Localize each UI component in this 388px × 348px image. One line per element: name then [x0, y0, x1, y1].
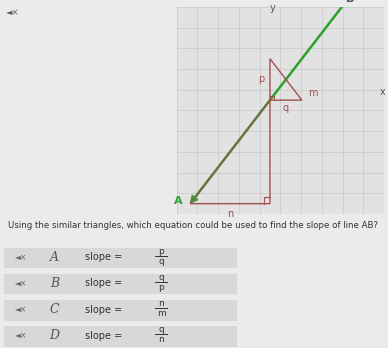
- Text: n: n: [227, 209, 233, 219]
- Text: m: m: [308, 88, 318, 98]
- Text: m: m: [157, 309, 165, 318]
- Text: p: p: [158, 283, 164, 292]
- Text: slope =: slope =: [85, 252, 126, 262]
- Text: p: p: [258, 74, 265, 85]
- FancyBboxPatch shape: [4, 300, 237, 321]
- Text: B: B: [346, 0, 354, 4]
- Text: ◄×: ◄×: [15, 279, 28, 288]
- Text: slope =: slope =: [85, 304, 126, 315]
- Text: A: A: [50, 251, 59, 264]
- Text: Using the similar triangles, which equation could be used to find the slope of l: Using the similar triangles, which equat…: [8, 221, 378, 230]
- FancyBboxPatch shape: [4, 247, 237, 268]
- Text: C: C: [50, 303, 59, 316]
- Text: n: n: [158, 299, 164, 308]
- Text: x: x: [380, 87, 386, 97]
- Text: q: q: [158, 272, 164, 282]
- Text: p: p: [158, 246, 164, 255]
- FancyBboxPatch shape: [4, 274, 237, 294]
- Text: ◄×: ◄×: [15, 331, 28, 340]
- Text: A: A: [174, 196, 183, 206]
- Text: slope =: slope =: [85, 331, 126, 341]
- Text: y: y: [270, 3, 276, 13]
- Text: q: q: [158, 257, 164, 266]
- Text: slope =: slope =: [85, 278, 126, 288]
- Text: ◄×: ◄×: [15, 253, 28, 262]
- Text: B: B: [50, 277, 59, 290]
- Text: D: D: [49, 329, 59, 342]
- Text: ◄×: ◄×: [6, 8, 19, 17]
- Text: n: n: [158, 335, 164, 344]
- FancyBboxPatch shape: [4, 326, 237, 347]
- Text: q: q: [158, 325, 164, 334]
- Text: ◄×: ◄×: [15, 305, 28, 314]
- Text: q: q: [283, 103, 289, 113]
